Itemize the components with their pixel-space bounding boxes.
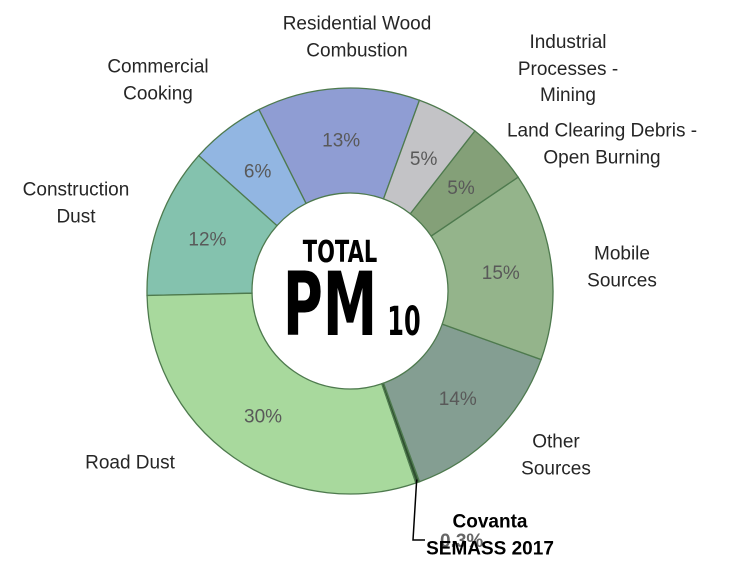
value-label: 5% <box>447 178 475 199</box>
center-top: TOTAL <box>303 235 377 270</box>
value-label: 5% <box>410 149 438 170</box>
value-label: 15% <box>482 263 520 284</box>
category-label: Construction Dust <box>22 179 130 227</box>
category-label: Road Dust <box>85 452 175 474</box>
category-label: Industrial Processes - Mining <box>517 32 619 107</box>
donut-slice <box>382 99 476 215</box>
value-label: 14% <box>439 389 477 410</box>
donut-slice <box>146 154 278 297</box>
leader-line <box>412 479 425 541</box>
category-label: Mobile Sources <box>587 243 657 291</box>
category-label: Residential Wood Combustion <box>282 13 432 61</box>
category-label: Land Clearing Debris - Open Burning <box>506 120 698 168</box>
value-label: 12% <box>188 229 226 250</box>
donut-slice <box>197 108 307 227</box>
center-main: PM <box>283 254 377 356</box>
donut-slice <box>146 292 417 495</box>
value-label: 0.3% <box>440 531 483 552</box>
center-sub: 10 <box>387 297 420 344</box>
category-label: Covanta SEMASS 2017 <box>426 511 554 559</box>
donut-slice <box>382 323 542 483</box>
value-label: 30% <box>244 407 282 428</box>
donut-slice <box>409 130 519 237</box>
value-label: 13% <box>322 130 360 151</box>
category-label: Other Sources <box>521 431 591 479</box>
category-label: Commercial Cooking <box>107 56 209 104</box>
donut-slice <box>430 176 554 361</box>
value-label: 6% <box>244 161 272 182</box>
